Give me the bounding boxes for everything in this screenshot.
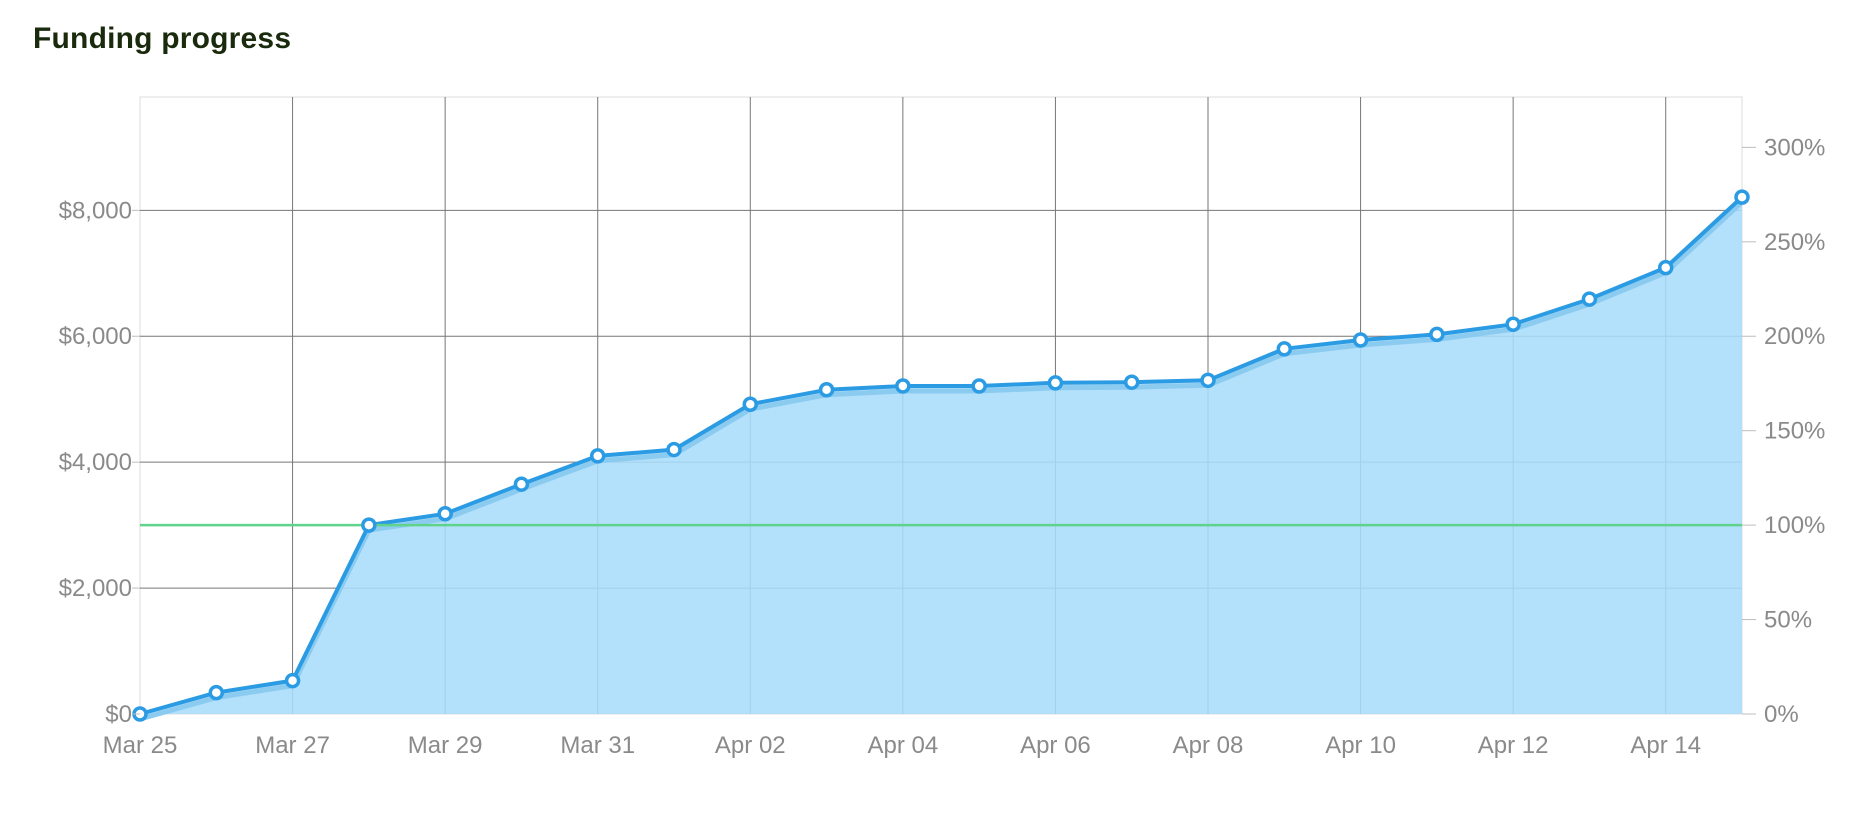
data-point[interactable]: [589, 448, 606, 464]
y-right-tick-label: 150%: [1764, 418, 1825, 445]
y-left-tick-label: $0: [105, 701, 132, 728]
x-tick-label: Apr 12: [1478, 732, 1549, 759]
x-tick-label: Apr 02: [715, 732, 786, 759]
y-right-tick-label: 300%: [1764, 134, 1825, 161]
x-tick-label: Mar 27: [255, 732, 330, 759]
x-tick-label: Apr 14: [1630, 732, 1701, 759]
data-point[interactable]: [742, 396, 759, 412]
x-tick-label: Apr 06: [1020, 732, 1091, 759]
y-axis-right-labels: 0% 50% 100% 150% 200% 250% 300%: [1742, 134, 1825, 728]
data-point[interactable]: [1123, 374, 1140, 390]
data-point[interactable]: [1200, 372, 1216, 389]
y-left-tick-label: $2,000: [59, 575, 132, 602]
data-point[interactable]: [1047, 375, 1064, 391]
data-point[interactable]: [1657, 259, 1674, 276]
y-right-tick-label: 0%: [1764, 701, 1799, 728]
data-point[interactable]: [513, 476, 530, 492]
y-left-tick-label: $6,000: [59, 323, 132, 350]
data-point[interactable]: [1505, 316, 1521, 333]
y-left-tick-label: $8,000: [59, 197, 132, 224]
x-tick-label: Mar 25: [103, 732, 178, 759]
data-points: [132, 189, 1750, 722]
chart-title: Funding progress: [33, 22, 292, 55]
x-tick-label: Apr 04: [867, 732, 938, 759]
data-point[interactable]: [1429, 326, 1445, 343]
data-point[interactable]: [818, 382, 835, 398]
data-point[interactable]: [666, 441, 682, 458]
data-point[interactable]: [1352, 332, 1369, 348]
y-axis-left-labels: $0 $2,000 $4,000 $6,000 $8,000: [59, 197, 140, 728]
area-fill: [140, 197, 1742, 715]
y-right-tick-label: 100%: [1764, 512, 1825, 539]
x-tick-label: Apr 08: [1173, 732, 1244, 759]
data-point[interactable]: [437, 506, 453, 522]
y-right-tick-label: 50%: [1764, 607, 1812, 634]
data-point[interactable]: [1276, 341, 1293, 357]
data-point[interactable]: [1734, 189, 1750, 205]
series-line: [139, 195, 1744, 716]
y-right-tick-label: 200%: [1764, 323, 1825, 350]
data-point[interactable]: [361, 517, 377, 533]
x-axis-labels: Mar 25 Mar 27 Mar 29 Mar 31 Apr 02 Apr 04 Apr …: [103, 732, 1701, 759]
x-tick-label: Mar 31: [560, 732, 635, 759]
x-tick-label: Apr 10: [1325, 732, 1396, 759]
data-point[interactable]: [1581, 291, 1598, 307]
data-point[interactable]: [971, 378, 987, 394]
data-point[interactable]: [208, 684, 225, 701]
data-point[interactable]: [895, 378, 911, 394]
y-right-tick-label: 250%: [1764, 229, 1825, 256]
y-left-tick-label: $4,000: [59, 449, 132, 476]
data-point[interactable]: [284, 672, 301, 689]
x-tick-label: Mar 29: [408, 732, 483, 759]
